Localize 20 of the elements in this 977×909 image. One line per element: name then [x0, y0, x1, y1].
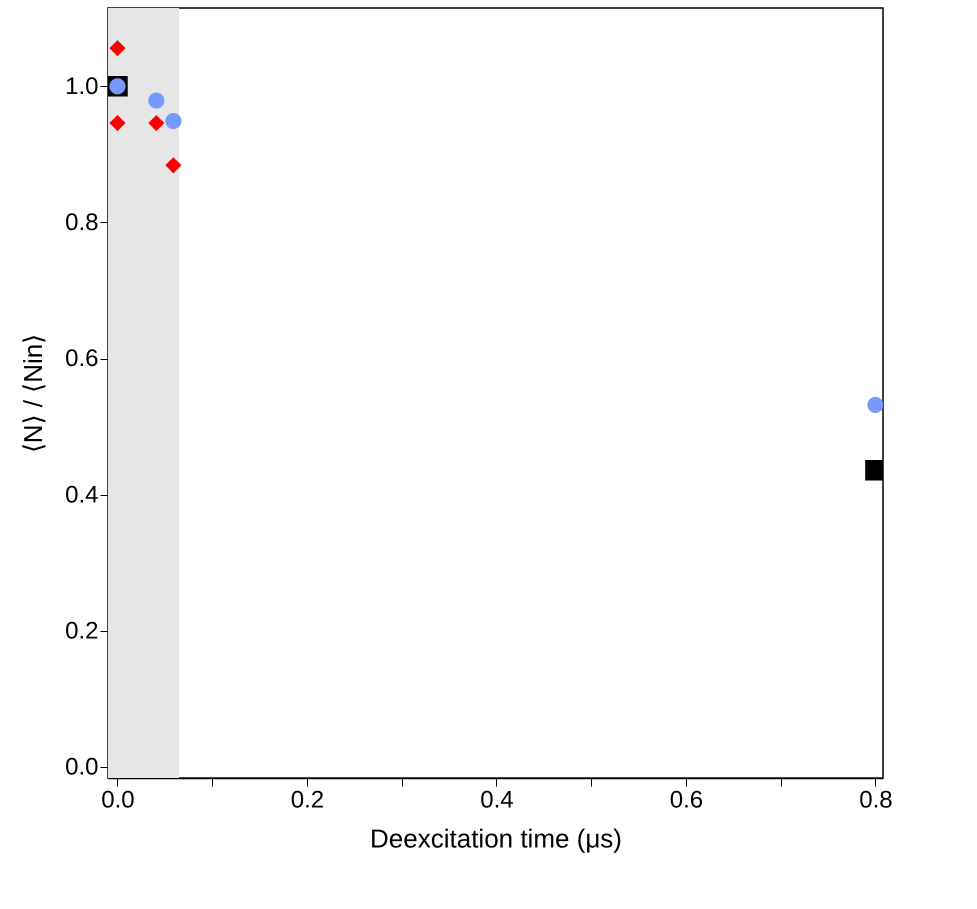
y-tick-label: 0.8 — [65, 208, 98, 236]
x-tick-label: 0.4 — [480, 786, 514, 814]
x-tick-label: 0.0 — [101, 786, 135, 814]
y-axis-title: ⟨N⟩ / ⟨Nin⟩ — [18, 334, 48, 454]
y-tick-label: 0.4 — [65, 481, 98, 508]
x-tick-label: 0.6 — [670, 786, 704, 814]
x-tick-label: 0.2 — [290, 786, 324, 814]
point — [867, 396, 883, 413]
y-tick-label: 0.6 — [65, 345, 98, 372]
point — [148, 92, 164, 109]
y-tick-label: 0.0 — [65, 754, 98, 781]
point — [165, 112, 182, 130]
point — [165, 157, 182, 174]
point — [109, 40, 126, 56]
point — [148, 114, 164, 132]
x-axis-title: Deexcitation time (μs) — [370, 824, 622, 854]
x-tick-label: 0.8 — [859, 786, 893, 814]
y-tick-label: 1.0 — [65, 72, 98, 100]
point — [109, 114, 126, 132]
y-tick-label: 0.2 — [65, 617, 98, 644]
